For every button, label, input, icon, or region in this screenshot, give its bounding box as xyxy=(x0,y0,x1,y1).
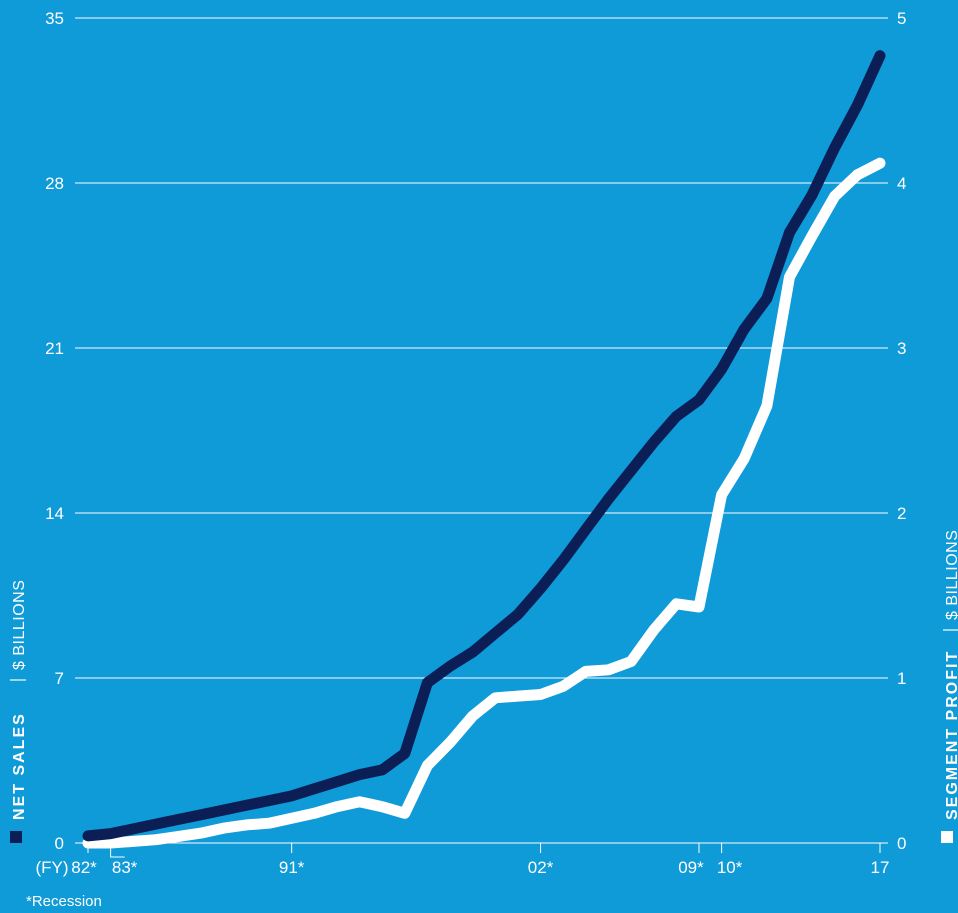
left-tick-label: 21 xyxy=(45,339,64,358)
segment-profit-legend-swatch xyxy=(941,831,953,843)
left-tick-label: 35 xyxy=(45,9,64,28)
net-sales-legend-swatch xyxy=(10,831,22,843)
segment-profit-line xyxy=(82,157,886,849)
x-tick-connector xyxy=(110,853,125,858)
x-tick-label: 17 xyxy=(871,858,890,877)
right-axis-title: SEGMENT PROFIT $ BILLIONS xyxy=(943,530,958,820)
left-tick-label: 0 xyxy=(55,834,64,853)
left-tick-label: 14 xyxy=(45,504,64,523)
right-tick-label: 1 xyxy=(897,669,906,688)
x-axis-prefix-label: (FY) xyxy=(35,858,68,877)
right-tick-label: 2 xyxy=(897,504,906,523)
x-tick-label: 83* xyxy=(112,858,138,877)
left-tick-label: 28 xyxy=(45,174,64,193)
x-tick-label: 91* xyxy=(279,858,305,877)
right-axis-unit: $ BILLIONS xyxy=(944,530,958,620)
left-axis-label: NET SALES xyxy=(11,712,28,820)
recession-footnote: *Recession xyxy=(26,893,102,910)
right-tick-label: 0 xyxy=(897,834,906,853)
left-axis-title: NET SALES $ BILLIONS xyxy=(10,580,28,820)
right-tick-label: 5 xyxy=(897,9,906,28)
right-tick-label: 3 xyxy=(897,339,906,358)
left-tick-label: 7 xyxy=(55,669,64,688)
net-sales-line xyxy=(82,50,886,842)
x-tick-label: 82* xyxy=(71,858,97,877)
x-tick-label: 09* xyxy=(678,858,704,877)
left-axis-ticks: 0 7 14 21 28 35 xyxy=(45,9,64,853)
x-tick-label: 02* xyxy=(528,858,554,877)
right-axis-ticks: 0 1 2 3 4 5 xyxy=(897,9,906,853)
series-lines xyxy=(82,50,886,849)
right-axis-label: SEGMENT PROFIT xyxy=(944,650,958,820)
x-axis: (FY) 82* 83* 91* 02* 09* 10* 17 xyxy=(35,842,890,877)
x-tick-label: 10* xyxy=(717,858,743,877)
left-axis-unit: $ BILLIONS xyxy=(11,580,28,670)
gridlines xyxy=(75,17,888,679)
right-tick-label: 4 xyxy=(897,174,906,193)
